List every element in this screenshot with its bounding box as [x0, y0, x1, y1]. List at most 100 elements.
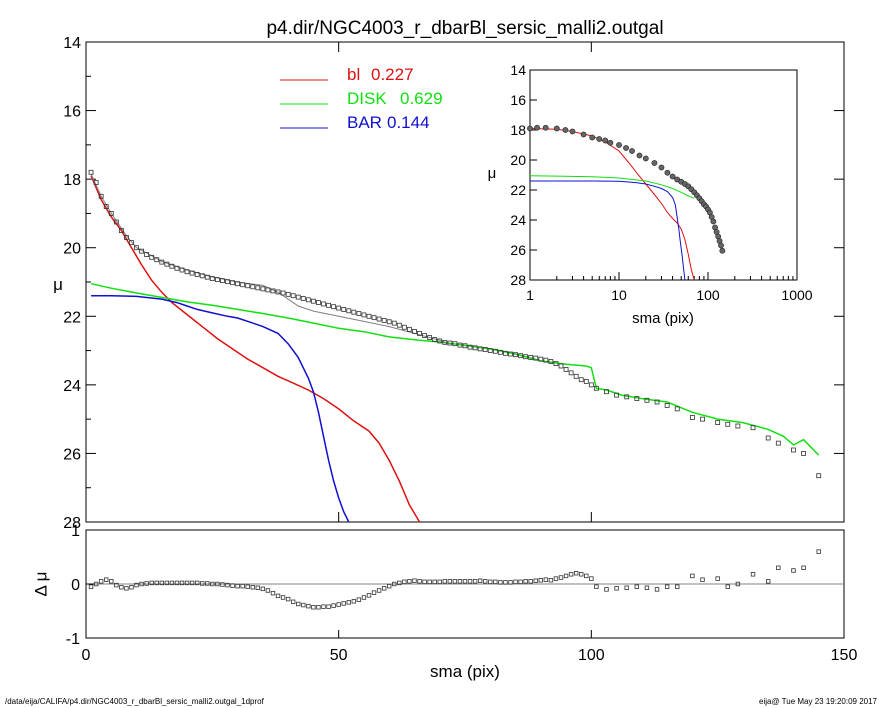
- main-observed-point: [437, 338, 443, 344]
- main-observed-point: [528, 355, 534, 360]
- residual-x-tick-label: 0: [82, 647, 91, 664]
- inset-y-tick-label: 18: [510, 122, 526, 138]
- main-observed-point: [700, 416, 705, 422]
- main-observed-point: [634, 396, 640, 401]
- residual-point: [472, 579, 478, 584]
- inset-observed-point: [534, 124, 540, 131]
- residual-point: [614, 586, 619, 591]
- main-observed-point: [98, 193, 104, 199]
- main-observed-point: [240, 282, 246, 288]
- main-observed-point: [149, 254, 155, 260]
- main-observed-point: [523, 354, 529, 360]
- residual-point: [88, 584, 94, 589]
- inset-observed-point: [596, 136, 603, 142]
- main-observed-point: [553, 361, 559, 367]
- residual-point: [371, 590, 377, 595]
- residual-point: [437, 579, 442, 585]
- residual-point: [594, 584, 599, 589]
- main-observed-point: [250, 284, 256, 290]
- main-y-tick-label: 24: [63, 378, 81, 395]
- inset-observed-point: [629, 148, 635, 154]
- main-observed-point: [482, 347, 488, 352]
- residual-y-tick-label: 0: [71, 577, 80, 594]
- residual-point: [513, 579, 518, 585]
- inset-observed-point: [616, 142, 622, 148]
- main-observed-point: [538, 356, 544, 362]
- residual-point: [296, 601, 301, 607]
- inset-series-line-disk: [529, 175, 695, 199]
- residual-point: [336, 602, 341, 607]
- main-observed-point: [275, 289, 281, 295]
- inset-observed-point: [664, 169, 671, 176]
- main-observed-point: [220, 278, 225, 284]
- main-observed-point: [750, 425, 756, 431]
- main-y-tick-label: 28: [63, 515, 81, 532]
- residual-point: [553, 576, 559, 581]
- inset-observed-point: [569, 128, 576, 135]
- residual-point: [341, 601, 346, 606]
- residual-point: [129, 585, 134, 590]
- residual-point: [306, 603, 311, 609]
- residual-point: [715, 576, 720, 581]
- residual-point: [452, 579, 458, 584]
- legend-value-disk: 0.629: [400, 89, 443, 108]
- residual-point: [235, 583, 240, 589]
- residual-point: [316, 605, 321, 610]
- main-observed-point: [295, 294, 301, 300]
- residual-point: [508, 580, 513, 585]
- main-observed-point: [432, 337, 438, 343]
- residual-point: [457, 579, 463, 584]
- main-observed-point: [593, 385, 599, 391]
- main-legend: bl 0.227 DISK 0.629 BAR 0.144: [280, 65, 443, 132]
- inset-observed-point: [602, 137, 609, 144]
- main-observed-point: [467, 344, 473, 350]
- residual-point: [467, 579, 473, 584]
- residual-point: [624, 585, 629, 590]
- main-observed-point: [396, 322, 402, 328]
- main-observed-point: [209, 276, 215, 281]
- main-observed-point: [189, 270, 195, 276]
- residual-point: [179, 580, 185, 586]
- main-observed-point: [174, 265, 180, 271]
- residual-point: [301, 602, 306, 608]
- residual-point: [351, 599, 357, 604]
- residual-point: [462, 579, 468, 584]
- residual-point: [280, 595, 286, 600]
- inset-y-axis-label: μ: [488, 165, 497, 182]
- footer-file-path: /data/eija/CALIFA/p4.dir/NGC4003_r_dbarB…: [5, 697, 265, 706]
- main-observed-point: [346, 308, 352, 314]
- residual-point: [210, 581, 215, 587]
- inset-y-tick-label: 26: [510, 242, 526, 258]
- main-observed-point: [270, 288, 276, 294]
- residual-point: [477, 578, 483, 583]
- main-observed-point: [664, 403, 670, 408]
- main-observed-point: [735, 423, 741, 429]
- residual-point: [568, 572, 574, 577]
- residual-point: [589, 576, 594, 581]
- main-panel: 14 16 18 20 22 24 26 28 μ bl 0.227 DISK 0.629 B…: [53, 35, 845, 532]
- main-observed-point: [184, 269, 190, 275]
- residual-point: [483, 579, 488, 584]
- residual-point: [442, 579, 447, 584]
- inset-observed-point: [542, 124, 549, 131]
- main-observed-point: [604, 389, 609, 395]
- residual-point: [134, 582, 139, 588]
- main-observed-point: [341, 307, 347, 312]
- main-observed-point: [472, 345, 478, 351]
- residual-point: [321, 604, 326, 609]
- residual-point: [311, 605, 316, 610]
- main-series-line-bl: [90, 175, 421, 523]
- residual-point: [573, 571, 579, 576]
- residual-point: [664, 584, 670, 589]
- main-observed-point: [452, 341, 458, 347]
- main-observed-point: [108, 211, 114, 216]
- main-observed-point: [624, 394, 630, 400]
- residual-point: [290, 599, 296, 605]
- inset-observed-points: [527, 124, 726, 254]
- main-observed-point: [447, 340, 453, 346]
- main-y-tick-label: 26: [63, 446, 81, 463]
- residual-point: [93, 581, 99, 587]
- main-observed-point: [290, 293, 296, 299]
- legend-value-bl: 0.227: [371, 65, 414, 84]
- residual-x-tick-label: 100: [578, 647, 605, 664]
